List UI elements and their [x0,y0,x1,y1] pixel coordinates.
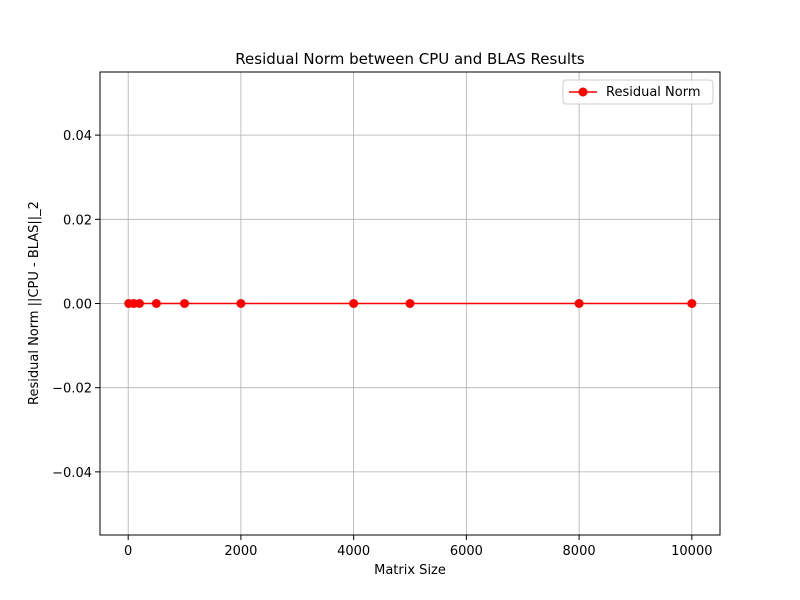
x-axis-ticks: 0 2000 4000 6000 8000 10000 [124,535,712,559]
data-point [134,299,144,308]
y-tick-label: 0.02 [63,213,92,228]
x-tick-label: 2000 [224,544,257,559]
data-point [574,299,584,308]
x-tick-label: 10000 [671,544,712,559]
y-tick-label: −0.02 [52,382,92,397]
x-tick-label: 4000 [337,544,370,559]
legend: Residual Norm [562,79,714,105]
chart-title: Residual Norm between CPU and BLAS Resul… [235,50,585,68]
y-axis-label: Residual Norm ||CPU - BLAS||_2 [27,201,42,405]
data-point [349,299,359,308]
data-point [151,299,161,308]
series-layer [124,299,697,308]
y-tick-label: −0.04 [52,466,92,481]
legend-entry-residual-norm: Residual Norm [606,85,701,100]
x-tick-label: 6000 [450,544,483,559]
data-point [236,299,246,308]
data-point [405,299,415,308]
y-tick-label: 0.00 [63,298,92,313]
x-tick-label: 0 [124,544,132,559]
legend-marker-swatch [578,87,588,97]
data-point [180,299,190,308]
legend-box [562,79,714,105]
y-tick-label: 0.04 [63,129,92,144]
x-axis-label: Matrix Size [374,563,446,578]
data-point [687,299,697,308]
x-tick-label: 8000 [563,544,596,559]
y-axis-ticks: −0.04 −0.02 0.00 0.02 0.04 [52,129,100,481]
